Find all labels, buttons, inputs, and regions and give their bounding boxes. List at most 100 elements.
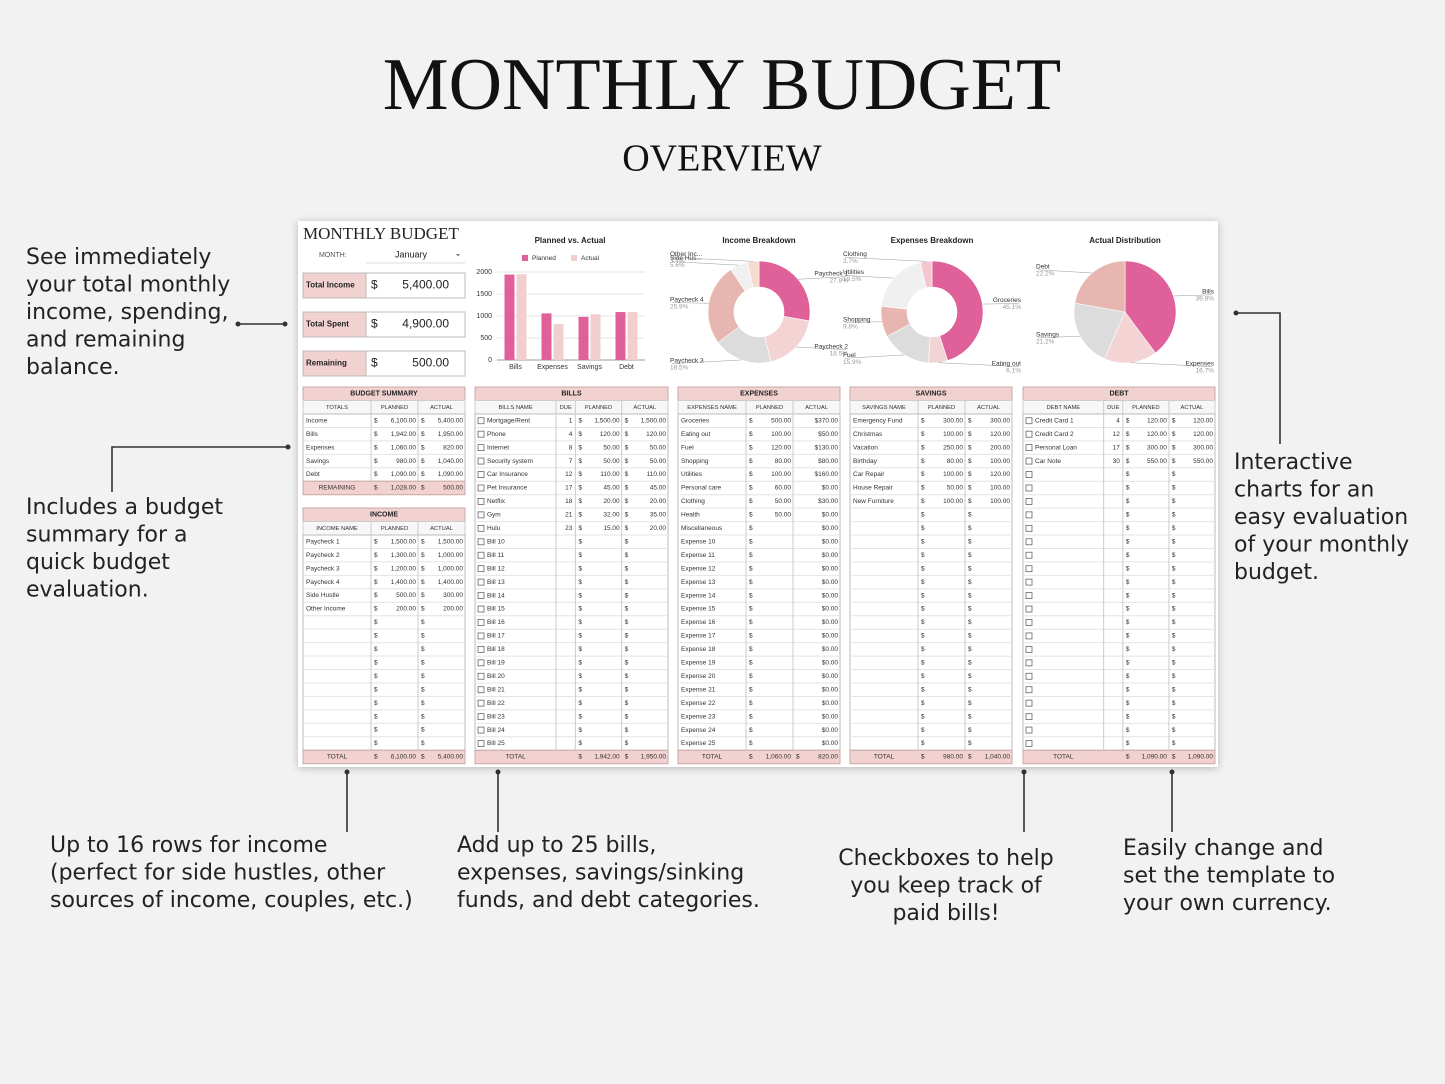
checkbox[interactable] <box>1025 551 1033 559</box>
cell-currency: $ <box>1126 619 1130 626</box>
cell-amount: 50.00 <box>775 512 792 519</box>
checkbox[interactable] <box>1025 686 1033 694</box>
checkbox[interactable] <box>1025 672 1033 680</box>
cell-name: Bill 21 <box>487 686 505 693</box>
cell-currency: $ <box>578 458 582 465</box>
cell-amount: 1,090.00 <box>391 471 417 478</box>
cell-name: Groceries <box>681 417 710 424</box>
cell-currency: $ <box>374 444 378 451</box>
cell-currency: $ <box>374 646 378 653</box>
checkbox[interactable] <box>477 538 485 546</box>
checkbox[interactable] <box>477 565 485 573</box>
cell-currency: $ <box>421 538 425 545</box>
cell-currency: $ <box>374 565 378 572</box>
cell-amount: $0.00 <box>822 606 839 613</box>
leader-line <box>798 276 847 280</box>
checkbox[interactable] <box>477 498 485 505</box>
checkbox[interactable] <box>1025 471 1033 478</box>
checkbox[interactable] <box>477 484 485 492</box>
checkbox[interactable] <box>1025 726 1033 734</box>
checkbox[interactable] <box>477 551 485 559</box>
bar <box>615 312 626 360</box>
checkbox[interactable] <box>1025 592 1033 599</box>
annotation-line: Easily change and <box>1123 836 1323 861</box>
cell-currency: $ <box>578 579 582 586</box>
checkbox[interactable] <box>477 578 485 586</box>
checkbox[interactable] <box>477 686 485 694</box>
checkbox[interactable] <box>1025 619 1033 626</box>
cell-currency: $ <box>625 713 629 720</box>
checkbox[interactable] <box>477 417 485 425</box>
checkbox[interactable] <box>1025 444 1033 452</box>
cell-currency: $ <box>1126 417 1130 424</box>
checkbox[interactable] <box>1025 632 1033 640</box>
checkbox[interactable] <box>1025 659 1033 667</box>
checkbox[interactable] <box>477 430 485 438</box>
cell-amount: 45.00 <box>650 485 667 492</box>
cell-amount: 1,090.00 <box>438 471 464 478</box>
cell-name: Expense 20 <box>681 673 716 680</box>
checkbox[interactable] <box>1025 605 1033 613</box>
checkbox[interactable] <box>1025 538 1033 546</box>
checkbox[interactable] <box>477 699 485 707</box>
cell-currency: $ <box>578 552 582 559</box>
checkbox[interactable] <box>477 713 485 721</box>
slice-label: Groceries <box>993 297 1022 304</box>
checkbox[interactable] <box>1025 417 1033 425</box>
checkbox[interactable] <box>1025 524 1033 532</box>
checkbox[interactable] <box>1025 430 1033 438</box>
cell-currency: $ <box>968 660 972 667</box>
cell-currency: $ <box>625 525 629 532</box>
cell-currency: $ <box>625 673 629 680</box>
checkbox[interactable] <box>1025 498 1033 505</box>
checkbox[interactable] <box>1025 457 1033 465</box>
checkbox[interactable] <box>477 524 485 532</box>
checkbox[interactable] <box>477 457 485 465</box>
checkbox[interactable] <box>477 659 485 667</box>
cell-amount: 1,500.00 <box>438 538 464 545</box>
month-label: MONTH: <box>319 252 347 259</box>
slice-label: Savings <box>1036 332 1060 339</box>
checkbox[interactable] <box>477 511 485 519</box>
checkbox[interactable] <box>477 444 485 452</box>
checkbox[interactable] <box>477 592 485 599</box>
cell-name: Expense 22 <box>681 700 716 707</box>
checkbox[interactable] <box>477 619 485 626</box>
checkbox[interactable] <box>477 632 485 640</box>
checkbox[interactable] <box>1025 645 1033 653</box>
cell-currency: $ <box>968 606 972 613</box>
checkbox[interactable] <box>1025 565 1033 573</box>
cell-currency: $ <box>421 740 425 747</box>
cell-currency: $ <box>1172 512 1176 519</box>
checkbox[interactable] <box>477 726 485 734</box>
checkbox[interactable] <box>1025 740 1033 747</box>
checkbox[interactable] <box>1025 713 1033 721</box>
cell-amount: $0.00 <box>822 565 839 572</box>
checkbox[interactable] <box>1025 578 1033 586</box>
cell-amount: $0.00 <box>822 538 839 545</box>
cell-name: Paycheck 4 <box>306 579 340 586</box>
checkbox[interactable] <box>1025 699 1033 707</box>
checkbox[interactable] <box>477 740 485 747</box>
table-body <box>1022 413 1216 751</box>
checkbox[interactable] <box>477 471 485 478</box>
checkbox[interactable] <box>477 672 485 680</box>
total-amount: 1,060.00 <box>766 754 792 761</box>
cell-currency: $ <box>578 619 582 626</box>
checkbox[interactable] <box>1025 511 1033 519</box>
cell-currency: $ <box>578 592 582 599</box>
checkbox[interactable] <box>477 645 485 653</box>
leader-line <box>1130 362 1213 367</box>
checkbox[interactable] <box>477 605 485 613</box>
slice <box>931 260 984 361</box>
cell-amount: 300.00 <box>443 592 463 599</box>
checkbox[interactable] <box>1025 484 1033 492</box>
cell-currency: $ <box>749 538 753 545</box>
cell-currency: $ <box>421 444 425 451</box>
cell-currency: $ <box>1126 579 1130 586</box>
slice-label: Expenses <box>1185 360 1214 367</box>
cell-currency: $ <box>968 498 972 505</box>
leader-line <box>844 354 905 359</box>
cell-amount: $160.00 <box>815 471 839 478</box>
cell-currency: $ <box>1172 606 1176 613</box>
